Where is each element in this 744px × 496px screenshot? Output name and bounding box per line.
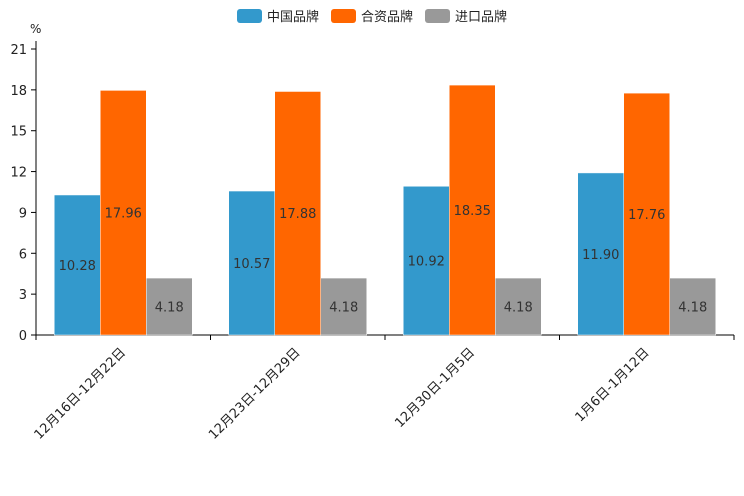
bar[interactable] [403, 186, 450, 336]
bar-value-label: 18.35 [454, 204, 491, 219]
bar-value-label: 4.18 [155, 301, 184, 316]
legend-label-import: 进口品牌 [455, 10, 508, 25]
bar[interactable] [577, 172, 624, 336]
legend-swatch-jv [330, 8, 356, 23]
x-category-label: 12月16日-12月22日 [32, 345, 129, 442]
bar-value-label: 4.18 [504, 301, 533, 316]
x-category-label: 12月30日-1月5日 [392, 345, 478, 431]
bar-value-label: 17.96 [105, 207, 142, 222]
bar[interactable] [274, 91, 321, 336]
legend-label-jv: 合资品牌 [360, 10, 413, 25]
y-tick-label: 18 [10, 84, 27, 99]
bar-value-label: 4.18 [329, 301, 358, 316]
x-category-label: 12月23日-12月29日 [206, 345, 303, 442]
y-axis-unit: % [30, 22, 42, 36]
legend-item-jv[interactable]: 合资品牌 [330, 6, 413, 25]
legend-item-import[interactable]: 进口品牌 [425, 6, 507, 25]
legend-label-china: 中国品牌 [266, 10, 319, 25]
bar[interactable] [449, 84, 496, 336]
bar-value-label: 10.57 [233, 257, 270, 272]
bar[interactable] [495, 277, 542, 336]
legend-item-china[interactable]: 中国品牌 [236, 6, 319, 25]
y-tick-label: 6 [19, 247, 27, 262]
bar[interactable] [146, 277, 193, 336]
y-tick-label: 3 [19, 288, 27, 303]
bar[interactable] [669, 277, 716, 336]
y-tick-label: 15 [10, 125, 27, 140]
bar[interactable] [100, 90, 147, 336]
y-tick-label: 12 [10, 166, 27, 181]
bar[interactable] [623, 92, 670, 336]
bar[interactable] [228, 190, 275, 336]
bar[interactable] [320, 277, 367, 336]
bar-value-label: 17.88 [279, 207, 316, 222]
legend-swatch-china [236, 8, 262, 23]
bar-value-label: 4.18 [678, 301, 707, 316]
bar-value-label: 11.90 [582, 248, 619, 263]
y-tick-label: 9 [19, 206, 27, 221]
bar-value-label: 17.76 [628, 208, 665, 223]
bar-value-label: 10.28 [59, 259, 96, 274]
y-tick-label: 21 [10, 43, 27, 58]
bar-value-label: 10.92 [408, 255, 445, 270]
legend-swatch-import [425, 8, 450, 23]
x-category-label: 1月6日-1月12日 [573, 345, 653, 425]
y-tick-label: 0 [19, 329, 27, 344]
legend: 中国品牌 合资品牌 进口品牌 [0, 6, 744, 25]
